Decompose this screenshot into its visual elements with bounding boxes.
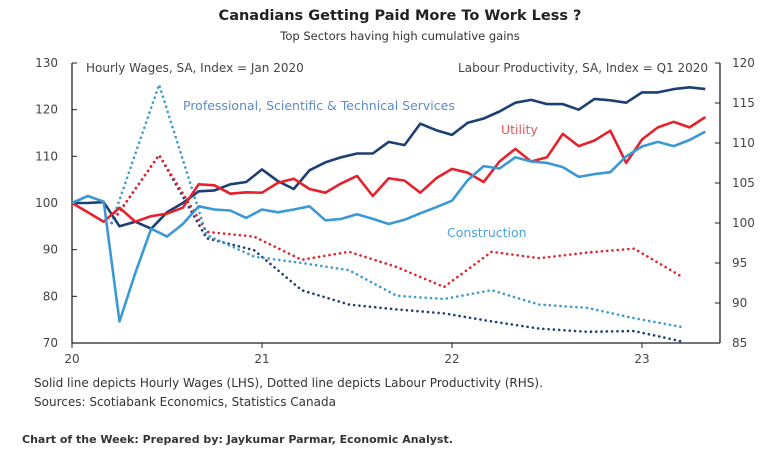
x-tick-label: 20 bbox=[64, 352, 79, 366]
left-tick-label: 70 bbox=[43, 336, 58, 350]
right-tick-label: 100 bbox=[732, 216, 755, 230]
x-tick-label: 22 bbox=[444, 352, 459, 366]
right-tick-label: 95 bbox=[732, 256, 747, 270]
right-tick-label: 115 bbox=[732, 96, 755, 110]
annotation-utility: Utility bbox=[501, 122, 538, 137]
left-axis-title: Hourly Wages, SA, Index = Jan 2020 bbox=[86, 61, 304, 75]
right-tick-label: 85 bbox=[732, 336, 747, 350]
series-productivity-utility bbox=[110, 153, 683, 289]
annotation-construction: Construction bbox=[447, 225, 527, 240]
left-tick-label: 80 bbox=[43, 289, 58, 303]
credit-line: Chart of the Week: Prepared by: Jaykumar… bbox=[22, 433, 453, 446]
right-tick-label: 90 bbox=[732, 296, 747, 310]
left-tick-label: 120 bbox=[35, 103, 58, 117]
left-tick-label: 130 bbox=[35, 56, 58, 70]
right-tick-label: 110 bbox=[732, 136, 755, 150]
left-tick-label: 100 bbox=[35, 196, 58, 210]
series-productivity-construction bbox=[110, 83, 683, 329]
series-productivity-professional bbox=[110, 153, 683, 343]
right-tick-label: 105 bbox=[732, 176, 755, 190]
right-tick-label: 120 bbox=[732, 56, 755, 70]
chart-title: Canadians Getting Paid More To Work Less… bbox=[218, 8, 582, 24]
line-chart: 70 80 90 100 110 120 130 85 90 95 100 105 110 115 120 2… bbox=[35, 56, 755, 366]
series-wages-construction bbox=[71, 130, 706, 323]
series-wages-professional bbox=[72, 86, 706, 230]
series-wages-utility bbox=[71, 116, 707, 223]
x-tick-label: 21 bbox=[254, 352, 269, 366]
note-line-style: Solid line depicts Hourly Wages (LHS), D… bbox=[34, 376, 543, 390]
left-tick-label: 90 bbox=[43, 243, 58, 257]
x-tick-label: 23 bbox=[634, 352, 649, 366]
right-axis-title: Labour Productivity, SA, Index = Q1 2020 bbox=[458, 61, 708, 75]
left-tick-label: 110 bbox=[35, 149, 58, 163]
note-sources: Sources: Scotiabank Economics, Statistic… bbox=[34, 395, 336, 409]
chart-subtitle: Top Sectors having high cumulative gains bbox=[280, 29, 520, 43]
annotation-professional: Professional, Scientific & Technical Ser… bbox=[183, 98, 455, 113]
